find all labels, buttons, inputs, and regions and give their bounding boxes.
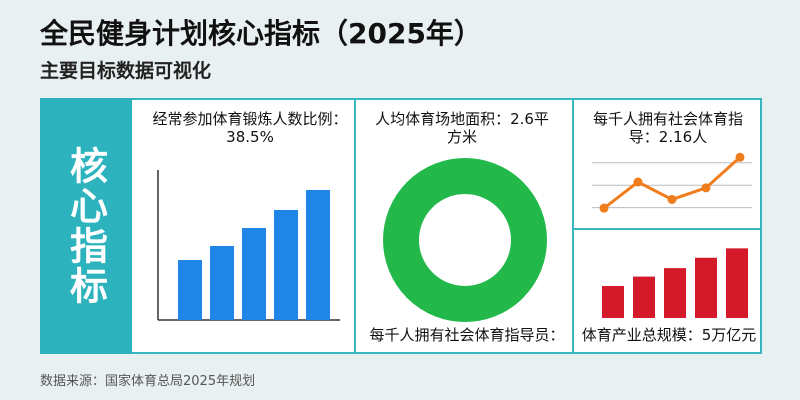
instructors-point <box>701 183 711 193</box>
area-card-title: 人均体育场地面积：2.6平方米 <box>375 110 549 146</box>
page-subtitle: 主要目标数据可视化 <box>40 60 212 82</box>
instructors-point <box>667 194 677 204</box>
industry-bar <box>633 276 655 318</box>
exercise-bar-chart <box>157 170 340 321</box>
divider-3 <box>574 228 762 230</box>
industry-bar-chart <box>602 248 748 318</box>
exercise-bar <box>242 228 266 320</box>
side-band: 核心指标 <box>40 98 132 354</box>
side-label: 核心指标 <box>63 146 108 306</box>
exercise-bar <box>178 260 202 320</box>
instructors-line-chart <box>592 152 752 213</box>
page-title: 全民健身计划核心指标（2025年） <box>40 17 482 50</box>
exercise-bar <box>306 190 330 320</box>
industry-bar <box>726 248 748 318</box>
data-source-note: 数据来源：国家体育总局2025年规划 <box>40 374 256 389</box>
exercise-card-title: 经常参加体育锻炼人数比例：38.5% <box>152 110 348 146</box>
area-donut-chart <box>383 158 547 322</box>
exercise-bar <box>274 210 298 320</box>
divider-1 <box>354 98 356 354</box>
exercise-bar <box>210 246 234 320</box>
industry-bar <box>664 268 686 318</box>
instructors-point <box>735 152 745 162</box>
instructors-card-title: 每千人拥有社会体育指导：2.16人 <box>592 110 743 146</box>
industry-bar <box>695 257 717 318</box>
instructors-point <box>633 177 643 187</box>
area-donut-slice <box>383 158 547 322</box>
industry-bar <box>602 286 624 318</box>
divider-2 <box>572 98 574 354</box>
instructors-point <box>599 203 609 213</box>
area-card-bottom-text: 每千人拥有社会体育指导员： <box>369 326 565 344</box>
industry-card-title: 体育产业总规模：5万亿元 <box>581 326 757 344</box>
